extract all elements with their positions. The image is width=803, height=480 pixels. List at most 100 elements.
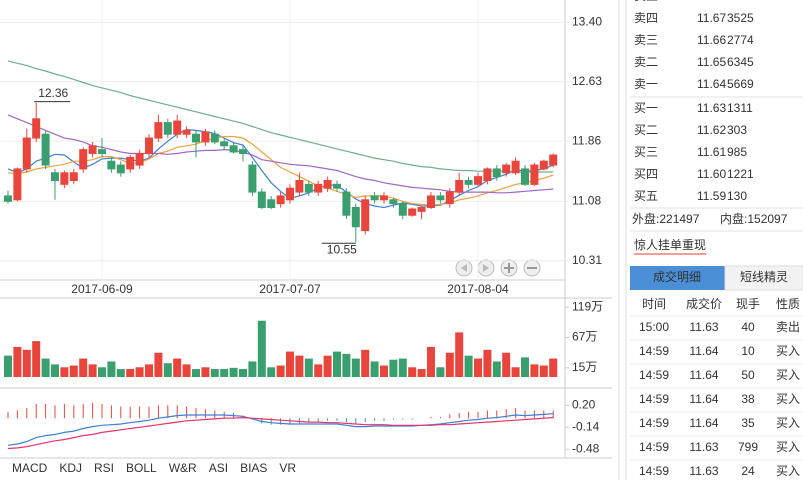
volume-bar bbox=[361, 349, 370, 378]
macd-line bbox=[7, 416, 554, 450]
book-price: 11.62 bbox=[697, 123, 726, 137]
candle-body bbox=[41, 133, 50, 166]
book-label: 卖二 bbox=[634, 55, 658, 69]
book-volume: 1311 bbox=[727, 101, 753, 115]
trade-cell: 11.64 bbox=[689, 416, 718, 430]
volume-bar bbox=[22, 349, 31, 378]
volume-bar bbox=[276, 365, 285, 377]
x-tick-label: 2017-07-07 bbox=[259, 282, 321, 296]
candle-body bbox=[549, 154, 558, 166]
candle-body bbox=[107, 160, 116, 170]
trade-cell: 买入 bbox=[776, 416, 800, 430]
volume-bar bbox=[314, 364, 323, 377]
volume-bar bbox=[398, 358, 407, 377]
volume-bar bbox=[192, 369, 200, 377]
indicator-tab[interactable]: RSI bbox=[94, 461, 114, 475]
volume-bar bbox=[182, 364, 191, 377]
book-volume: 985 bbox=[727, 145, 747, 159]
trade-cell: 24 bbox=[741, 464, 755, 478]
candle-body bbox=[116, 164, 125, 174]
trade-cell: 50 bbox=[741, 368, 755, 382]
trade-cell: 11.63 bbox=[689, 320, 718, 334]
volume-bar bbox=[511, 367, 520, 377]
volume-bar bbox=[248, 361, 257, 377]
candle-body bbox=[173, 120, 182, 135]
candle-body bbox=[32, 118, 41, 139]
candle-body bbox=[201, 131, 210, 143]
indicator-tab[interactable]: MACD bbox=[12, 461, 48, 475]
volume-bar bbox=[32, 341, 41, 378]
candle-body bbox=[361, 199, 370, 232]
volume-bar bbox=[229, 367, 238, 377]
book-price: 11.63 bbox=[697, 101, 726, 115]
volume-bar bbox=[445, 352, 454, 378]
book-label: 买三 bbox=[634, 145, 658, 159]
candle-body bbox=[267, 199, 276, 208]
candle-body bbox=[530, 164, 539, 185]
volume-bar bbox=[69, 365, 78, 377]
candle-body bbox=[239, 149, 247, 154]
volume-bar bbox=[474, 358, 482, 377]
volume-bar bbox=[210, 369, 219, 377]
candle-body bbox=[257, 191, 266, 208]
indicator-tab[interactable]: KDJ bbox=[59, 461, 82, 475]
tab-active-bg bbox=[630, 266, 725, 290]
book-price: 11.67 bbox=[697, 11, 726, 25]
candle-body bbox=[4, 195, 12, 202]
volume-bar bbox=[417, 369, 426, 377]
candle-body bbox=[210, 133, 219, 143]
candle-body bbox=[342, 191, 351, 216]
trade-cell: 14:59 bbox=[639, 464, 669, 478]
book-price: 11.60 bbox=[697, 167, 726, 181]
candle-body bbox=[248, 164, 257, 193]
volume-bar bbox=[370, 361, 379, 377]
volume-bar bbox=[389, 359, 398, 377]
indicator-tab[interactable]: VR bbox=[279, 461, 296, 475]
volume-bar bbox=[530, 364, 539, 377]
candle-body bbox=[22, 137, 31, 170]
trade-cell: 11.64 bbox=[689, 392, 718, 406]
book-volume: 1221 bbox=[727, 167, 754, 181]
trade-cell: 14:59 bbox=[639, 440, 669, 454]
trade-column-header: 现手 bbox=[736, 297, 760, 311]
volume-bar bbox=[220, 369, 229, 377]
candle-body bbox=[455, 179, 464, 193]
trade-cell: 11.63 bbox=[689, 440, 718, 454]
volume-bar bbox=[173, 358, 182, 377]
book-price: 11.68 bbox=[697, 0, 726, 3]
book-price: 11.61 bbox=[697, 145, 726, 159]
candle-body bbox=[380, 195, 388, 201]
indicator-tab[interactable]: W&R bbox=[169, 461, 197, 475]
inner-label: 内盘: bbox=[720, 211, 747, 226]
trade-column-header: 性质 bbox=[776, 297, 800, 311]
indicator-tab[interactable]: BOLL bbox=[126, 461, 157, 475]
indicator-tab[interactable]: ASI bbox=[209, 461, 228, 475]
trade-cell: 11.64 bbox=[689, 368, 718, 382]
low-label: 10.55 bbox=[327, 242, 357, 256]
y-tick-label: 11.86 bbox=[572, 133, 601, 147]
volume-bar bbox=[107, 361, 116, 377]
volume-bar bbox=[267, 367, 276, 377]
alert-link[interactable]: 惊人挂单重现 bbox=[634, 237, 706, 252]
volume-bar bbox=[135, 367, 144, 377]
trade-tab[interactable]: 短线精灵 bbox=[740, 270, 788, 284]
book-label: 卖四 bbox=[634, 11, 658, 25]
volume-bar bbox=[98, 367, 106, 377]
book-label: 买一 bbox=[634, 101, 658, 115]
volume-bar bbox=[380, 365, 388, 377]
candle-body bbox=[436, 195, 445, 201]
candle-body bbox=[417, 206, 426, 212]
candle-body bbox=[286, 187, 294, 201]
candle-body bbox=[539, 160, 548, 170]
candle-body bbox=[60, 172, 69, 185]
trade-cell: 38 bbox=[741, 392, 755, 406]
book-volume: 1492 bbox=[727, 0, 754, 3]
candle-body bbox=[502, 164, 511, 174]
volume-bar bbox=[51, 364, 59, 377]
book-volume: 303 bbox=[727, 123, 747, 137]
trade-tab[interactable]: 成交明细 bbox=[653, 269, 701, 284]
indicator-tab[interactable]: BIAS bbox=[240, 461, 267, 475]
volume-bar bbox=[521, 357, 529, 377]
candle-body bbox=[276, 195, 285, 205]
